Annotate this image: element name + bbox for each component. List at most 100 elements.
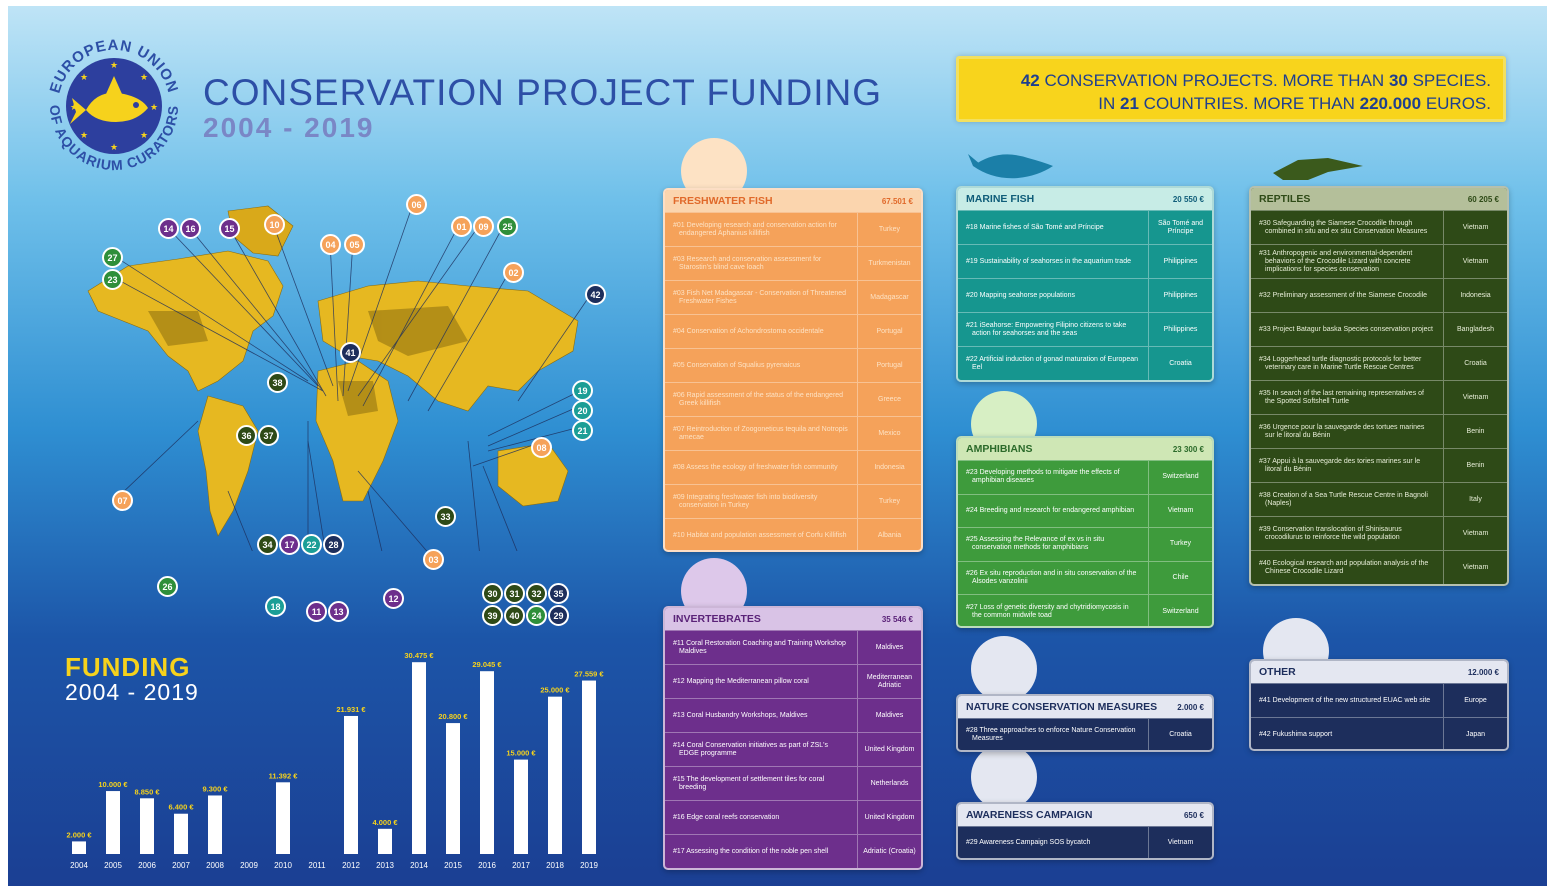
map-project-badge: 28 [323,534,344,555]
project-row: #08 Assess the ecology of freshwater fis… [665,450,921,484]
svg-text:★: ★ [110,60,118,70]
project-description: #11 Coral Restoration Coaching and Train… [673,639,846,655]
panel-title: INVERTEBRATES [673,613,761,625]
bar-value-label: 6.400 € [168,803,194,812]
bar-value-label: 29.045 € [472,660,502,669]
panel-nature-conservation: NATURE CONSERVATION MEASURES 2.000 € #28 T… [956,694,1214,752]
project-row: #17 Assessing the condition of the noble… [665,834,921,868]
map-project-badge: 37 [258,425,279,446]
project-description: #12 Mapping the Mediterranean pillow cor… [673,677,809,685]
project-country: Netherlands [857,767,921,800]
project-country: Philippines [1148,313,1212,346]
project-row: #40 Ecological research and population a… [1251,550,1507,584]
year-tick-label: 2005 [104,861,122,870]
euac-logo: EUROPEAN UNION OF AQUARIUM CURATORS ★★★★… [47,37,181,173]
panel-title: REPTILES [1259,193,1311,205]
map-project-badge: 15 [219,218,240,239]
project-description: #40 Ecological research and population a… [1259,559,1429,575]
project-country: Philippines [1148,245,1212,278]
bar-value-label: 11.392 € [269,771,299,780]
map-project-badge: 13 [328,601,349,622]
project-row: #37 Appui à la sauvegarde des tories mar… [1251,448,1507,482]
bar-value-label: 2.000 € [66,830,92,839]
year-tick-label: 2018 [546,861,564,870]
crocodile-icon [1273,158,1363,180]
project-row: #05 Conservation of Squalius pyrenaicus P… [665,348,921,382]
map-project-badge: 21 [572,420,593,441]
project-country: Mexico [857,417,921,450]
project-row: #11 Coral Restoration Coaching and Train… [665,630,921,664]
map-project-badge: 39 [482,605,503,626]
map-project-badge: 35 [548,583,569,604]
map-project-badge: 11 [306,601,327,622]
map-project-badge: 22 [301,534,322,555]
year-tick-label: 2007 [172,861,190,870]
panel-header: OTHER 12.000 € [1251,661,1507,683]
project-row: #27 Loss of genetic diversity and chytri… [958,594,1212,626]
project-row: #03 Fish Net Madagascar - Conservation o… [665,280,921,314]
project-country: Madagascar [857,281,921,314]
map-project-badge: 27 [102,247,123,268]
page-years: 2004 - 2019 [203,112,375,143]
panel-amount: 35 546 € [881,614,913,624]
map-project-badge: 05 [344,234,365,255]
project-row: #35 In search of the last remaining repr… [1251,380,1507,414]
year-tick-label: 2016 [478,861,496,870]
project-country: Portugal [857,315,921,348]
project-row: #38 Creation of a Sea Turtle Rescue Cent… [1251,482,1507,516]
project-description: #26 Ex situ reproduction and in situ con… [966,570,1137,586]
year-tick-label: 2004 [70,861,88,870]
panel-title: MARINE FISH [966,193,1035,205]
project-country: Vietnam [1443,245,1507,278]
map-project-badge: 16 [180,218,201,239]
project-row: #13 Coral Husbandry Workshops, Maldives M… [665,698,921,732]
project-row: #20 Mapping seahorse populations Philippi… [958,278,1212,312]
page-title: CONSERVATION PROJECT FUNDING [203,72,882,113]
project-row: #24 Breeding and research for endangered… [958,493,1212,528]
banner-line-2: IN 21 COUNTRIES. MORE THAN 220.000 EUROS… [1098,94,1491,113]
project-description: #14 Coral Conservation initiatives as pa… [673,741,829,757]
project-country: Croatia [1443,347,1507,380]
project-description: #03 Research and conservation assessment… [673,255,822,271]
project-country: Switzerland [1148,595,1212,626]
project-country: Indonesia [1443,279,1507,312]
map-project-badge: 20 [572,400,593,421]
project-row: #09 Integrating freshwater fish into bio… [665,484,921,518]
funding-bar [276,782,290,854]
project-description: #17 Assessing the condition of the noble… [673,847,829,855]
project-description: #01 Developing research and conservation… [673,221,837,237]
project-description: #37 Appui à la sauvegarde des tories mar… [1259,457,1421,473]
bar-value-label: 4.000 € [372,818,398,827]
year-tick-label: 2011 [308,861,326,870]
map-project-badge: 26 [157,576,178,597]
year-tick-label: 2019 [580,861,598,870]
panel-amount: 20 550 € [1172,194,1204,204]
project-country: Vietnam [1443,517,1507,550]
project-row: #41 Development of the new structured EU… [1251,683,1507,717]
map-project-badge: 23 [102,269,123,290]
panel-title: NATURE CONSERVATION MEASURES [966,701,1158,713]
svg-text:★: ★ [140,72,148,82]
project-description: #25 Assessing the Relevance of ex vs in … [966,536,1105,552]
project-row: #29 Awareness Campaign SOS bycatch Vietna… [958,826,1212,858]
map-project-badge: 03 [423,549,444,570]
panel-awareness-campaign: AWARENESS CAMPAIGN 650 € #29 Awareness Cam… [956,802,1214,860]
map-project-badge: 19 [572,380,593,401]
svg-text:★: ★ [70,102,78,112]
project-country: Croatia [1148,347,1212,380]
funding-years: 2004 - 2019 [65,679,199,705]
project-description: #23 Developing methods to mitigate the e… [966,469,1120,485]
year-tick-label: 2017 [512,861,530,870]
project-country: Philippines [1148,279,1212,312]
panel-other: OTHER 12.000 € #41 Development of the new … [1249,659,1509,751]
project-description: #18 Marine fishes of São Tomé and Prínci… [966,223,1104,231]
svg-text:★: ★ [110,142,118,152]
map-project-badge: 12 [383,588,404,609]
funding-bar [446,723,460,854]
project-description: #04 Conservation of Achondrostoma occide… [673,327,824,335]
project-description: #10 Habitat and population assessment of… [673,531,847,539]
panel-amphibians: AMPHIBIANS 23 300 € #23 Developing methods… [956,436,1214,628]
project-description: #24 Breeding and research for endangered… [966,506,1135,514]
project-country: Japan [1443,718,1507,749]
panel-amount: 2.000 € [1177,702,1204,712]
